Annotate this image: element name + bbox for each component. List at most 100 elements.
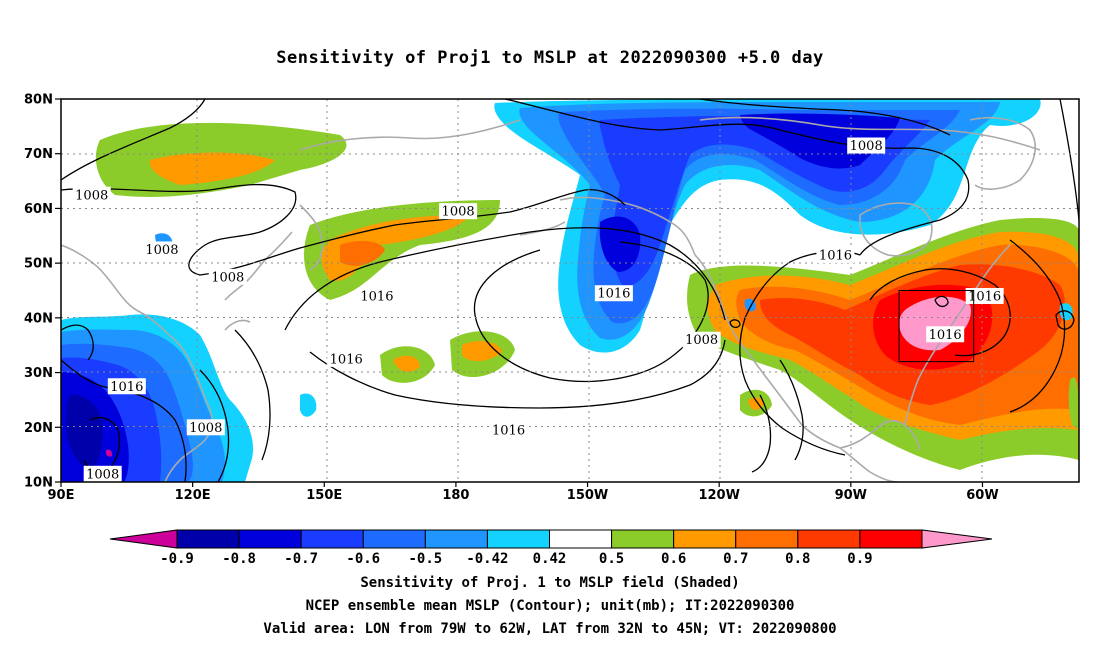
colorbar-label: -0.8 (222, 551, 256, 567)
contour-1008-arctic-inner (699, 99, 951, 136)
colorbar-swatch (300, 529, 364, 549)
contour-1016-south (309, 339, 726, 409)
arctic-blue-deepest (740, 113, 900, 169)
contour-1016-asia-east (199, 369, 230, 482)
latitude-axis: 80N 70N 60N 50N 40N 30N 20N 10N (24, 93, 61, 491)
contour-label-text: 1008 (685, 333, 718, 348)
contour-label: 1016 (327, 350, 366, 367)
coast-hudson-bay (859, 202, 933, 257)
contour-1008-asia-1 (61, 324, 94, 361)
coast-central-america (839, 447, 899, 482)
lon-tick-label: 150E (306, 488, 342, 503)
lon-tick-label: 60W (966, 488, 998, 503)
contour-1008-mexico (779, 359, 804, 461)
asia-magenta-speck (105, 449, 113, 457)
contour-label: 1016 (594, 285, 633, 302)
lon-tick-label: 90W (835, 488, 867, 503)
colorbar-label: 0.9 (847, 551, 872, 567)
colorbar-label: -0.6 (346, 551, 380, 567)
colorbar-swatch (238, 529, 302, 549)
contour-label-text: 1016 (110, 380, 143, 395)
colorbar-label: 0.7 (723, 551, 748, 567)
contour-1016-pacific-high (473, 241, 709, 382)
colorbar-label: -0.7 (284, 551, 318, 567)
arctic-orange-region (149, 152, 275, 185)
colorbar-swatch (362, 529, 426, 549)
contour-label: 1008 (439, 203, 478, 220)
coast-canada-north (699, 116, 1041, 151)
lat-tick-label: 30N (24, 366, 53, 381)
contour-label-text: 1016 (819, 248, 852, 263)
contour-label: 1016 (965, 287, 1004, 304)
plot-title: Sensitivity of Proj1 to MSLP at 20220903… (276, 48, 824, 68)
colorbar-label: -0.42 (466, 551, 508, 567)
coast-kamchatka (299, 204, 324, 271)
contour-1016-asia (61, 359, 187, 482)
colorbar-min-triangle (109, 529, 178, 549)
contour-label: 1016 (107, 378, 146, 395)
contour-label: 1016 (926, 326, 965, 343)
colorbar-swatch (859, 529, 923, 549)
colorbar-swatch (735, 529, 799, 549)
lon-tick-label: 150W (567, 488, 608, 503)
coast-siberia-north (299, 119, 521, 151)
graticule (61, 99, 1079, 482)
caption: Sensitivity of Proj. 1 to MSLP field (Sh… (0, 572, 1100, 641)
asia-navy-core (65, 394, 103, 470)
contour-label-text: 1016 (929, 328, 962, 343)
lat-tick-label: 60N (24, 202, 53, 217)
colorbar-label: 0.6 (661, 551, 686, 567)
contour-1008-atlantic-low (1055, 310, 1075, 330)
contour-1016-west-north-america (739, 250, 861, 456)
colorbar-swatch (611, 529, 675, 549)
caption-line-2: NCEP ensemble mean MSLP (Contour); unit(… (305, 598, 795, 614)
atlantic-blue-speck (1059, 303, 1073, 321)
contour-label: 1016 (816, 246, 855, 263)
atlantic-green-strip (1068, 377, 1079, 430)
contour-label: 1008 (682, 331, 721, 348)
coast-gulf-of-mexico (839, 420, 921, 451)
contour-label: 1008 (142, 241, 181, 258)
contour-label: 1008 (208, 268, 247, 285)
contour-1016-pacific-outer (284, 227, 726, 331)
mslp-contours (61, 99, 1079, 482)
contour-labels: 1008 1008 1008 1008 1008 1008 1016 1016 1016 1016… (72, 137, 1004, 482)
colorbar-max-triangle (921, 529, 993, 549)
contour-label-text: 1016 (492, 424, 525, 439)
lat-tick-label: 50N (24, 257, 53, 272)
colorbar-swatch (424, 529, 488, 549)
contour-label-text: 1016 (330, 352, 363, 367)
contour-label-text: 1008 (211, 270, 244, 285)
lon-tick-label: 180 (442, 488, 469, 503)
contour-1016-atlantic (1009, 239, 1066, 413)
colorbar-label: 0.42 (533, 551, 567, 567)
contour-1008-mexico-2 (751, 394, 772, 473)
coast-korea-japan (224, 231, 293, 331)
siberia-red-region (340, 240, 385, 266)
coast-greenland (969, 116, 1036, 190)
valid-area-box (898, 290, 975, 363)
lat-tick-label: 80N (24, 93, 53, 108)
colorbar: -0.9 -0.8 -0.7 -0.6 -0.5 -0.42 0.42 0.5 0.6 0.7 0.… (109, 529, 993, 567)
map-frame (60, 98, 1080, 483)
contour-label: 1016 (357, 287, 396, 304)
caption-line-3: Valid area: LON from 79W to 62W, LAT fro… (263, 621, 837, 637)
contour-label-text: 1016 (968, 289, 1001, 304)
lon-tick-label: 120W (698, 488, 739, 503)
colorbar-swatch (176, 529, 240, 549)
contour-1016-east (869, 268, 1011, 357)
lon-tick-label: 120E (175, 488, 211, 503)
colorbar-label: 0.8 (785, 551, 810, 567)
contour-1008-beringsea (509, 189, 626, 213)
philippine-sea-blue-blob (300, 393, 317, 417)
pacific-orange-blob-1 (393, 355, 420, 372)
contour-1016-atlantic-2 (1059, 99, 1079, 221)
lat-tick-label: 40N (24, 311, 53, 326)
colorbar-swatch (486, 529, 550, 549)
contour-label: 1016 (489, 422, 528, 439)
contour-1008-newengland (934, 295, 949, 308)
contour-label-text: 1008 (850, 139, 883, 154)
contour-label: 1008 (72, 186, 111, 203)
contour-label-text: 1016 (597, 287, 630, 302)
